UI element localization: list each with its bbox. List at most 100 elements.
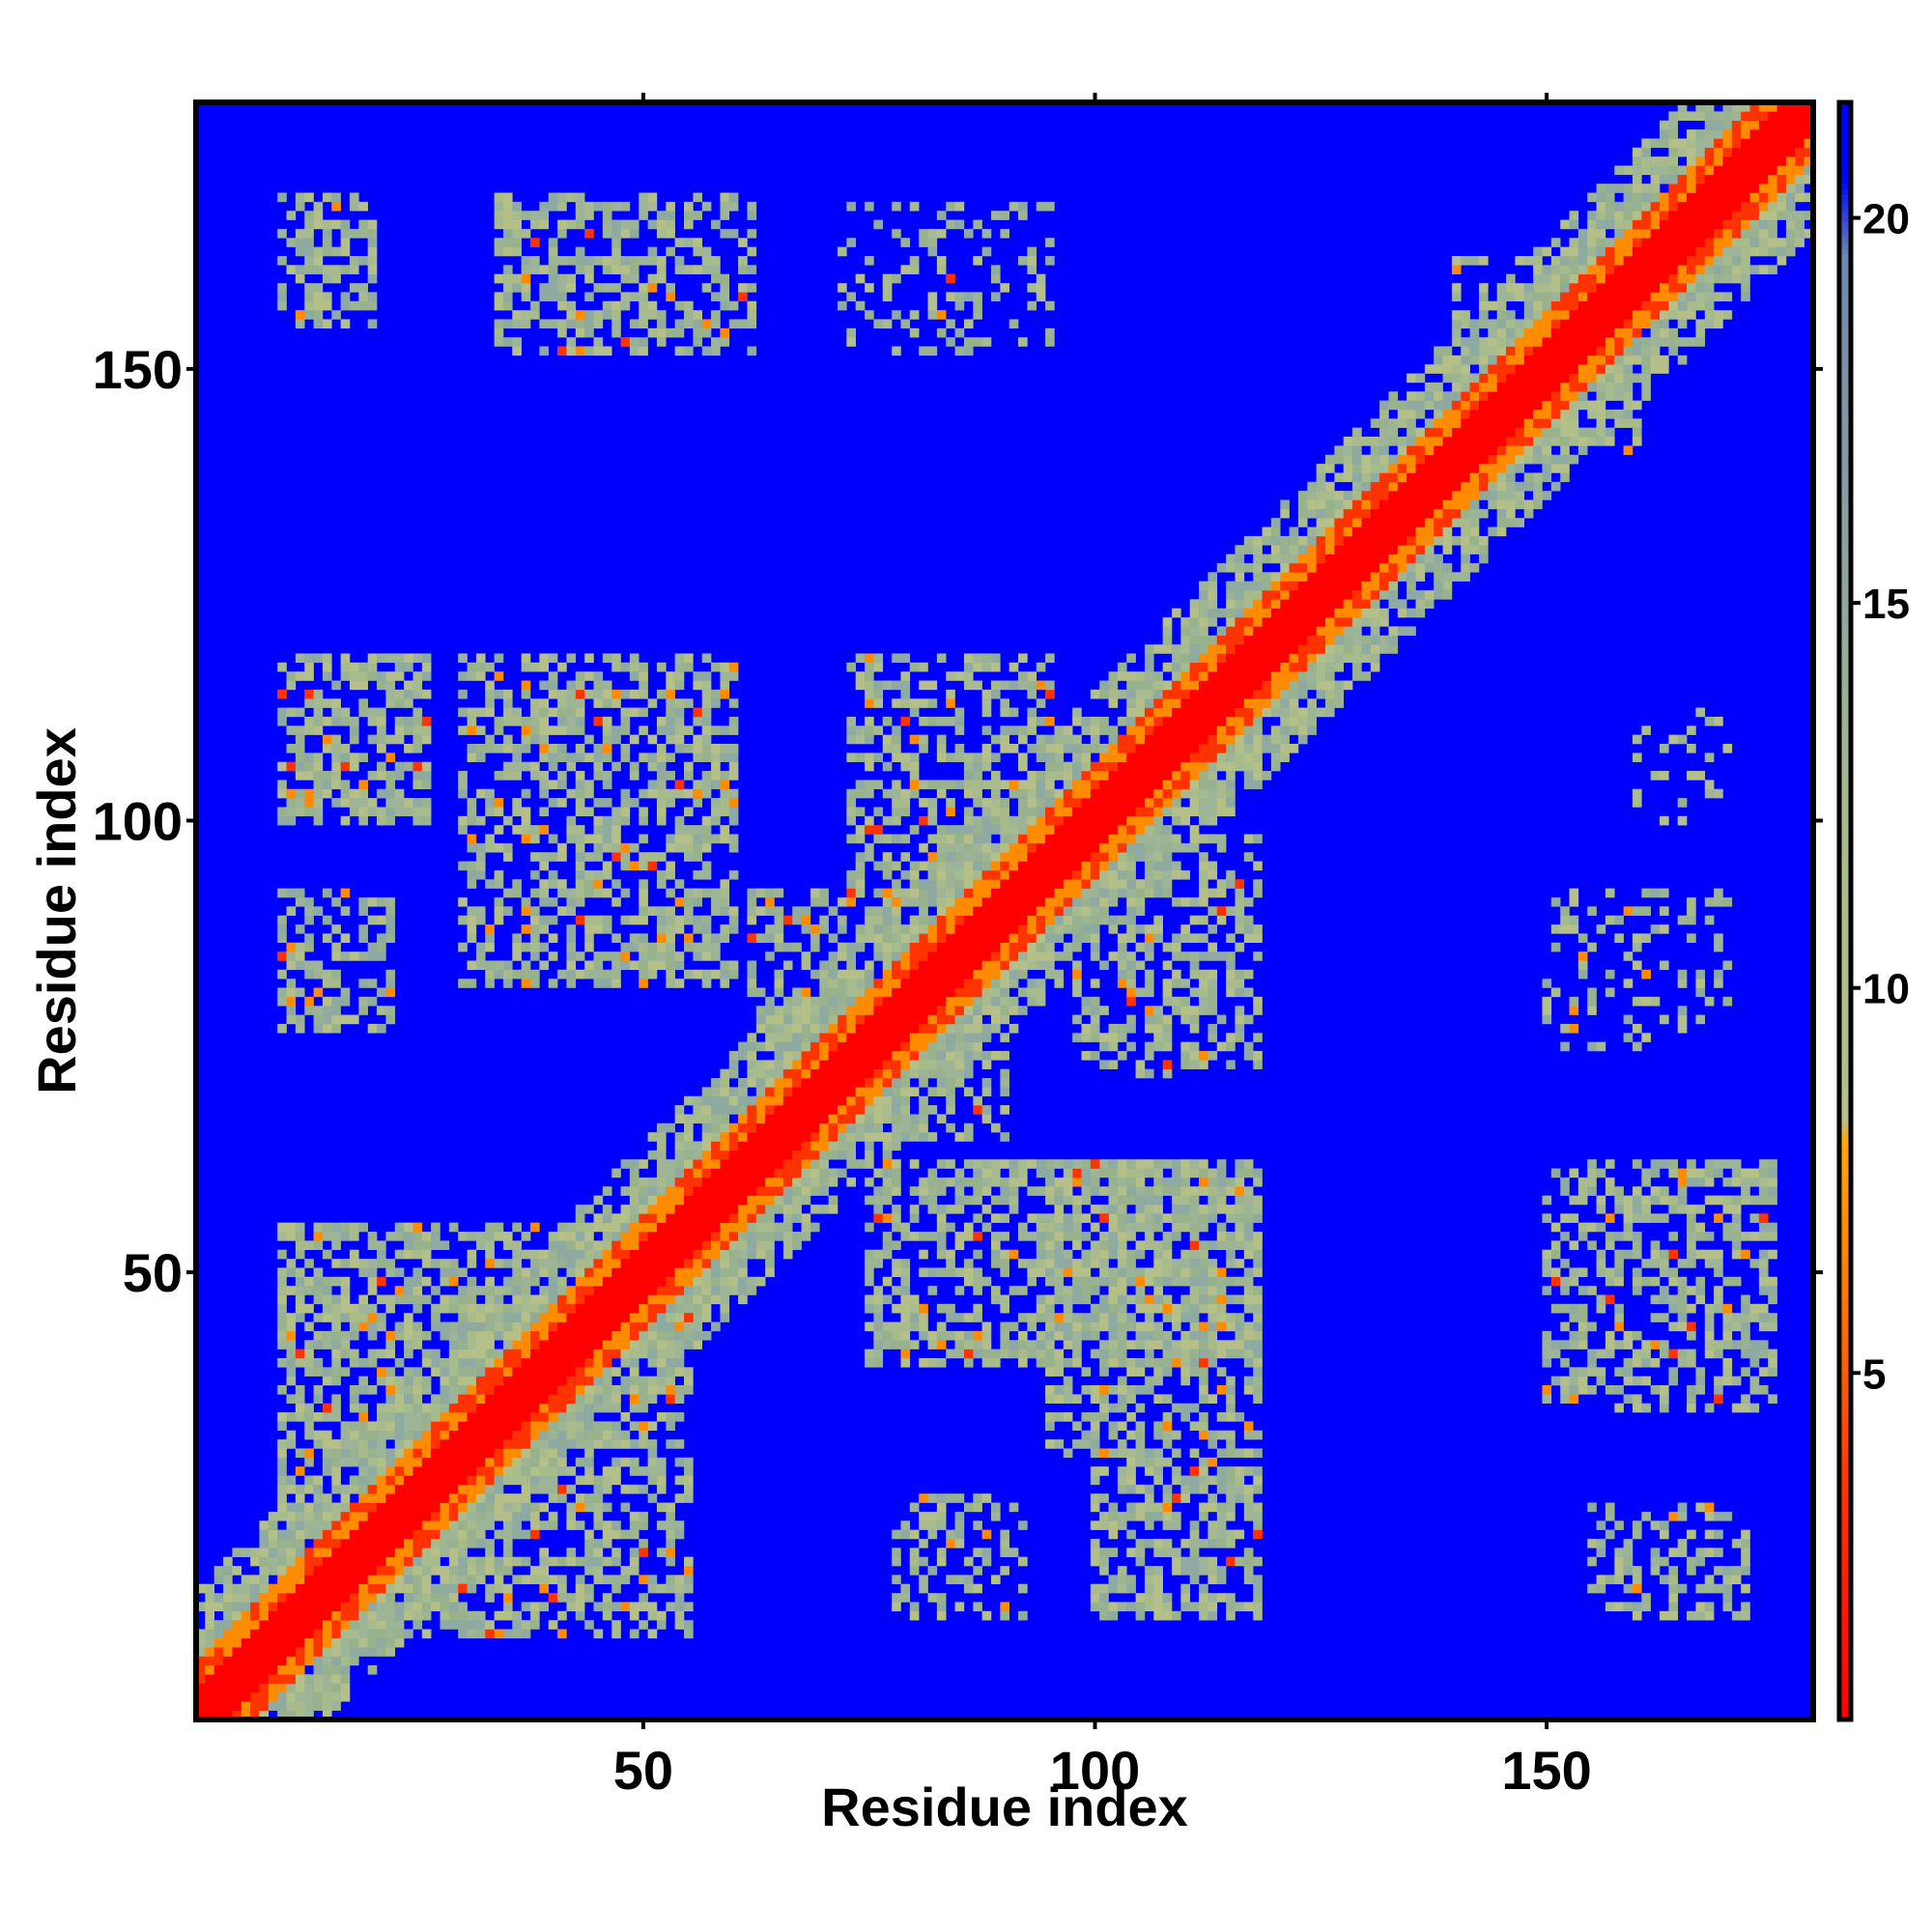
heatmap-cell — [846, 1041, 856, 1052]
heatmap-cell — [458, 1330, 468, 1341]
heatmap-cell — [286, 707, 297, 718]
heatmap-cell — [205, 1593, 214, 1603]
heatmap-cell — [1081, 869, 1092, 880]
heatmap-cell — [1072, 780, 1082, 790]
heatmap-cell — [909, 327, 920, 338]
heatmap-cell — [946, 1023, 955, 1034]
heatmap-cell — [819, 1186, 829, 1196]
heatmap-cell — [973, 869, 982, 880]
heatmap-cell — [611, 1394, 621, 1404]
heatmap-cell — [404, 1602, 413, 1612]
heatmap-cell — [1243, 653, 1254, 664]
heatmap-cell — [837, 979, 847, 988]
heatmap-cell — [1461, 319, 1470, 329]
heatmap-cell — [1126, 834, 1136, 844]
heatmap-cell — [349, 1538, 359, 1548]
heatmap-cell — [900, 933, 911, 944]
heatmap-cell — [701, 265, 712, 274]
heatmap-cell — [1533, 327, 1543, 338]
heatmap-cell — [1307, 626, 1317, 637]
heatmap-cell — [1469, 491, 1480, 500]
heatmap-cell — [313, 1475, 324, 1486]
heatmap-cell — [837, 1150, 847, 1160]
heatmap-cell — [1090, 861, 1100, 871]
heatmap-cell — [792, 1213, 802, 1223]
heatmap-cell — [792, 1186, 802, 1196]
heatmap-cell — [1117, 716, 1127, 726]
heatmap-cell — [728, 1222, 739, 1233]
heatmap-cell — [1172, 780, 1181, 790]
heatmap-cell — [1262, 608, 1272, 618]
heatmap-cell — [250, 1575, 260, 1585]
heatmap-cell — [1243, 780, 1254, 790]
heatmap-cell — [584, 255, 594, 266]
heatmap-cell — [674, 1330, 685, 1341]
heatmap-cell — [1235, 680, 1245, 691]
heatmap-cell — [1126, 716, 1136, 726]
heatmap-cell — [1577, 346, 1588, 356]
heatmap-cell — [819, 969, 829, 980]
heatmap-cell — [701, 1186, 712, 1196]
heatmap-cell — [1632, 147, 1642, 157]
heatmap-cell — [1009, 896, 1019, 907]
heatmap-cell — [855, 1014, 866, 1025]
heatmap-cell — [900, 1087, 911, 1097]
heatmap-cell — [1677, 283, 1688, 293]
heatmap-cell — [331, 716, 341, 726]
heatmap-cell — [1009, 1023, 1019, 1034]
heatmap-cell — [512, 1286, 522, 1295]
heatmap-cell — [693, 1313, 703, 1322]
heatmap-cell — [512, 1502, 522, 1513]
heatmap-cell — [241, 1664, 251, 1675]
heatmap-cell — [1496, 508, 1507, 519]
heatmap-cell — [1000, 888, 1009, 898]
heatmap-cell — [1560, 283, 1570, 293]
heatmap-cell — [936, 879, 947, 889]
heatmap-cell — [1496, 418, 1507, 428]
heatmap-cell — [241, 1656, 251, 1666]
heatmap-cell — [1714, 129, 1723, 139]
heatmap-cell — [467, 1357, 477, 1368]
heatmap-cell — [963, 1050, 974, 1061]
heatmap-cell — [1795, 184, 1804, 193]
heatmap-cell — [927, 969, 938, 980]
heatmap-cell — [566, 1340, 577, 1350]
heatmap-cell — [1614, 337, 1624, 347]
heatmap-cell — [1379, 437, 1389, 446]
heatmap-cell — [1461, 418, 1470, 428]
heatmap-cell — [765, 1159, 775, 1169]
heatmap-cell — [575, 1213, 585, 1223]
heatmap-cell — [322, 662, 332, 672]
heatmap-cell — [304, 725, 314, 735]
heatmap-cell — [1045, 743, 1055, 753]
heatmap-cell — [385, 1556, 396, 1567]
heatmap-cell — [1478, 481, 1489, 492]
heatmap-cell — [1000, 996, 1009, 1007]
heatmap-cell — [1126, 861, 1136, 871]
heatmap-cell — [738, 283, 748, 293]
heatmap-cell — [1334, 662, 1344, 672]
heatmap-cell — [647, 1132, 658, 1142]
heatmap-cell — [846, 1177, 856, 1187]
heatmap-cell — [927, 1087, 938, 1097]
heatmap-cell — [593, 1313, 604, 1322]
heatmap-cell — [1027, 283, 1037, 293]
heatmap-cell — [1451, 472, 1462, 483]
heatmap-cell — [782, 1105, 793, 1115]
heatmap-cell — [277, 292, 287, 302]
heatmap-cell — [1036, 896, 1046, 907]
heatmap-cell — [1388, 572, 1399, 582]
heatmap-cell — [981, 1023, 992, 1034]
heatmap-cell — [340, 1529, 351, 1540]
heatmap-cell — [693, 1321, 703, 1332]
heatmap-cell — [1397, 599, 1407, 610]
heatmap-cell — [693, 265, 703, 274]
heatmap-cell — [1108, 815, 1119, 826]
heatmap-cell — [286, 1548, 297, 1557]
heatmap-cell — [1036, 960, 1046, 971]
heatmap-cell — [1695, 192, 1706, 203]
heatmap-cell — [259, 1575, 270, 1585]
heatmap-cell — [1451, 364, 1462, 374]
heatmap-cell — [1199, 716, 1208, 726]
heatmap-cell — [295, 228, 305, 239]
